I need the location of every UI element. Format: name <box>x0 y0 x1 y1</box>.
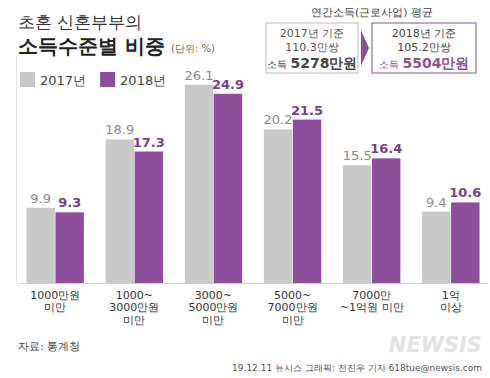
data-label: 10.6 <box>449 185 481 200</box>
x-tick-label-line: 1000만원 <box>30 289 80 302</box>
x-tick-label: 7000만~1억원 미만 <box>340 289 404 315</box>
info-arrow <box>361 30 369 66</box>
x-tick-label: 1억이상 <box>440 289 462 315</box>
x-tick-label: 5000~7000만원미만 <box>268 289 318 327</box>
info-label: 2018년 기준 <box>392 27 457 40</box>
x-tick-label-line: 1000~ <box>116 289 153 302</box>
y-axis-line <box>16 56 17 284</box>
legend-label: 2018년 <box>120 73 166 88</box>
legend-item: 2018년 <box>100 72 166 88</box>
data-label: 18.9 <box>105 122 134 137</box>
bar <box>293 120 321 283</box>
legend-label: 2017년 <box>40 73 86 88</box>
info-count: 105.2만쌍 <box>397 41 451 54</box>
x-tick-label-line: 7000만 <box>352 289 391 302</box>
data-label: 16.4 <box>370 141 402 156</box>
bar <box>372 158 400 283</box>
data-labels: 9.9 18.9 26.1 20.2 15.5 9.4 9.3 17.3 24.9 21.5 16.… <box>30 68 481 211</box>
info-income: 소득 5278만원 <box>267 55 358 71</box>
data-label: 24.9 <box>212 77 244 92</box>
x-tick-label-line: 7000만원 <box>268 301 318 314</box>
info-heading: 연간소득(근로사업) 평균 <box>311 6 433 19</box>
info-prefix: 소득 <box>379 59 399 70</box>
bar <box>343 165 371 283</box>
bar <box>422 212 450 283</box>
x-tick-label-line: 5000만원 <box>188 301 238 314</box>
x-tick: 3000~5000만원미만 <box>188 289 238 327</box>
x-tick-label-line: 3000~ <box>195 289 232 302</box>
data-label: 21.5 <box>291 103 323 118</box>
data-label: 26.1 <box>184 68 213 83</box>
bars <box>26 85 479 283</box>
data-label: 17.3 <box>133 135 165 150</box>
info-count: 110.3만쌍 <box>285 41 339 54</box>
info-amount: 5504만원 <box>403 55 470 71</box>
legend: 2017년 2018년 <box>20 72 166 88</box>
x-tick-label: 1000~3000만원미만 <box>109 289 159 327</box>
info-box <box>372 23 476 73</box>
info-box <box>266 23 358 73</box>
data-label: 20.2 <box>264 112 293 127</box>
x-tick-label-line: 미만 <box>202 314 224 327</box>
title-line: 초혼 신혼부부의 <box>18 12 142 32</box>
y-axis <box>16 56 17 284</box>
bar <box>135 152 163 283</box>
bar <box>185 85 213 283</box>
bar <box>26 208 54 283</box>
x-tick-label-line: 미만 <box>282 314 304 327</box>
data-label: 15.5 <box>343 148 372 163</box>
bar <box>451 202 479 283</box>
bar <box>106 139 134 283</box>
x-tick-label: 3000~5000만원미만 <box>188 289 238 327</box>
x-axis: 1000만원미만1000~3000만원미만3000~5000만원미만5000~7… <box>19 284 489 328</box>
x-tick-label-line: 5000~ <box>274 289 311 302</box>
watermark: NEWSIS <box>389 333 482 357</box>
x-tick-label-line: 미만 <box>44 301 66 314</box>
info-panel: 연간소득(근로사업) 평균 2017년 기준110.3만쌍소득 5278만원 2018… <box>266 6 476 73</box>
legend-item: 2017년 <box>20 72 86 88</box>
background <box>0 0 490 378</box>
x-tick: 1억이상 <box>440 289 462 315</box>
x-tick-label-line: 이상 <box>440 301 462 314</box>
info-amount: 5278만원 <box>291 55 358 71</box>
x-tick-label: 1000만원미만 <box>30 289 80 315</box>
data-label: 9.4 <box>426 195 447 210</box>
data-label: 9.9 <box>30 191 51 206</box>
unit-label: (단위: %) <box>171 43 215 54</box>
x-tick: 7000만~1억원 미만 <box>340 289 404 315</box>
bar-series <box>26 85 450 283</box>
x-tick: 5000~7000만원미만 <box>268 289 318 327</box>
bar <box>55 212 83 283</box>
bar <box>264 129 292 283</box>
x-tick-label-line: 1억 <box>442 289 460 302</box>
bar-series <box>55 94 479 283</box>
x-tick: 1000~3000만원미만 <box>109 289 159 327</box>
info-prefix: 소득 <box>267 59 287 70</box>
chart-root: 초혼 신혼부부의소득수준별 비중 (단위: %) 2017년 2018년 연간소득(근로… <box>0 0 490 378</box>
x-tick: 1000만원미만 <box>30 289 80 315</box>
x-tick-label-line: ~1억원 미만 <box>340 301 404 314</box>
source: 자료: 통계청 <box>18 340 80 353</box>
info-label: 2017년 기준 <box>280 27 345 40</box>
x-tick-label-line: 3000만원 <box>109 301 159 314</box>
x-axis-line <box>19 283 489 284</box>
info-income: 소득 5504만원 <box>379 55 470 71</box>
legend-swatch <box>100 72 115 87</box>
credit: 19.12.11 뉴시스 그래픽: 전진우 기자 618tue@newsis.c… <box>232 363 482 373</box>
x-tick-label-line: 미만 <box>123 314 145 327</box>
legend-swatch <box>20 72 35 87</box>
title-line: 소득수준별 비중 <box>18 34 165 58</box>
data-label: 9.3 <box>58 195 81 210</box>
bar <box>214 94 242 283</box>
